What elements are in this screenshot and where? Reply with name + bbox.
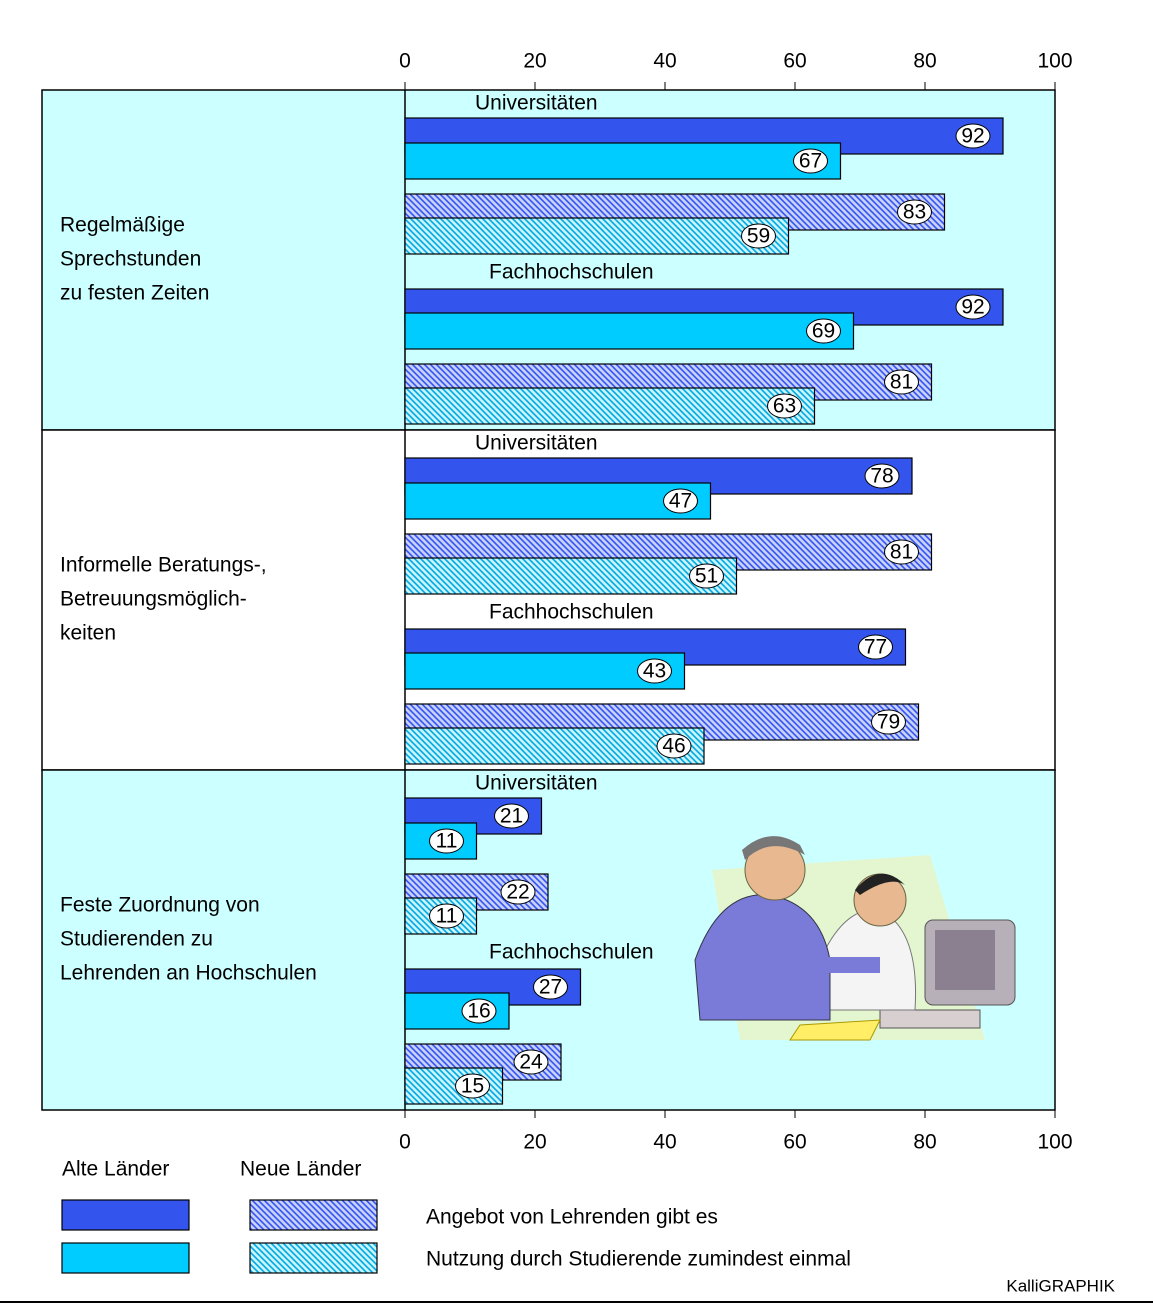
value-badge <box>494 803 529 829</box>
value-badge <box>461 998 497 1024</box>
group-label: zu festen Zeiten <box>60 282 209 305</box>
subgroup-label: Fachhochschulen <box>489 261 654 284</box>
x-tick-label: 0 <box>399 1131 411 1154</box>
x-tick-label: 20 <box>523 1131 546 1154</box>
legend-header: Neue Länder <box>240 1158 361 1181</box>
value-badge <box>955 294 991 320</box>
group-label: Studierenden zu <box>60 928 213 951</box>
value-label: 11 <box>436 905 458 928</box>
value-label: 11 <box>436 830 458 853</box>
x-tick-label: 40 <box>653 1131 676 1154</box>
value-label: 81 <box>890 541 913 564</box>
value-badge <box>884 539 919 565</box>
clip-art <box>694 836 1016 1041</box>
value-label: 63 <box>773 395 796 418</box>
value-label: 27 <box>539 976 562 999</box>
value-label: 22 <box>506 881 529 904</box>
value-badge <box>500 879 536 905</box>
x-tick-label: 100 <box>1037 50 1072 73</box>
legend-swatch <box>61 1242 190 1274</box>
value-badge <box>513 1049 549 1075</box>
legend-header: Alte Länder <box>62 1158 169 1181</box>
group-label: Feste Zuordnung von <box>60 894 260 917</box>
value-badge <box>864 463 900 489</box>
value-badge <box>741 223 776 249</box>
value-badge <box>793 148 828 174</box>
x-tick-label: 100 <box>1037 1131 1072 1154</box>
bar <box>404 312 855 350</box>
x-tick-label: 40 <box>653 50 676 73</box>
value-label: 51 <box>695 565 718 588</box>
bar <box>404 727 705 765</box>
value-badge <box>884 369 919 395</box>
value-label: 21 <box>500 805 523 828</box>
legend-swatch <box>249 1199 378 1231</box>
value-badge <box>663 488 698 514</box>
credit: KalliGRAPHIK <box>1006 1276 1115 1295</box>
group-label: Informelle Beratungs-, <box>60 554 267 577</box>
subgroup-label: Universitäten <box>475 772 598 795</box>
value-label: 92 <box>961 296 984 319</box>
value-label: 78 <box>870 465 893 488</box>
value-label: 24 <box>519 1051 543 1074</box>
value-badge <box>637 658 672 684</box>
subgroup-label: Universitäten <box>475 432 598 455</box>
value-badge <box>858 634 893 660</box>
value-label: 15 <box>461 1075 484 1098</box>
legend-swatch <box>61 1199 190 1231</box>
subgroup-label: Fachhochschulen <box>489 601 654 624</box>
value-badge <box>429 903 464 929</box>
subgroup-label: Fachhochschulen <box>489 941 654 964</box>
x-tick-label: 60 <box>783 1131 806 1154</box>
group-label: Betreuungsmöglich- <box>60 588 247 611</box>
value-badge <box>689 563 724 589</box>
legend-label: Nutzung durch Studierende zumindest einm… <box>426 1248 851 1271</box>
value-label: 83 <box>903 201 926 224</box>
value-badge <box>767 393 802 419</box>
value-label: 69 <box>812 320 835 343</box>
value-label: 47 <box>669 490 692 513</box>
subgroup-label: Universitäten <box>475 92 598 115</box>
bar <box>404 557 738 595</box>
value-label: 16 <box>467 1000 490 1023</box>
group-label: Sprechstunden <box>60 248 201 271</box>
bar <box>404 142 842 180</box>
value-badge <box>533 974 568 1000</box>
x-tick-label: 20 <box>523 50 546 73</box>
value-badge <box>429 828 464 854</box>
x-tick-label: 60 <box>783 50 806 73</box>
bar <box>404 217 790 255</box>
x-tick-label: 80 <box>913 50 936 73</box>
group-label: Regelmäßige <box>60 214 185 237</box>
value-label: 92 <box>961 125 984 148</box>
value-label: 81 <box>890 371 913 394</box>
value-badge <box>955 123 991 149</box>
group-label: Lehrenden an Hochschulen <box>60 962 317 985</box>
x-tick-label: 0 <box>399 50 411 73</box>
bar <box>404 387 816 425</box>
value-label: 59 <box>747 225 770 248</box>
x-tick-label: 80 <box>913 1131 936 1154</box>
value-badge <box>656 733 692 759</box>
legend-swatch <box>249 1242 378 1274</box>
value-label: 46 <box>662 735 685 758</box>
value-badge <box>871 709 906 735</box>
group-label: keiten <box>60 622 116 645</box>
value-badge <box>806 318 841 344</box>
legend-label: Angebot von Lehrenden gibt es <box>426 1206 718 1229</box>
value-badge <box>455 1073 490 1099</box>
bar <box>404 482 712 520</box>
value-label: 43 <box>643 660 666 683</box>
value-label: 77 <box>864 636 887 659</box>
value-label: 67 <box>799 150 822 173</box>
value-badge <box>897 199 932 225</box>
bar <box>404 1067 504 1105</box>
value-label: 79 <box>877 711 900 734</box>
